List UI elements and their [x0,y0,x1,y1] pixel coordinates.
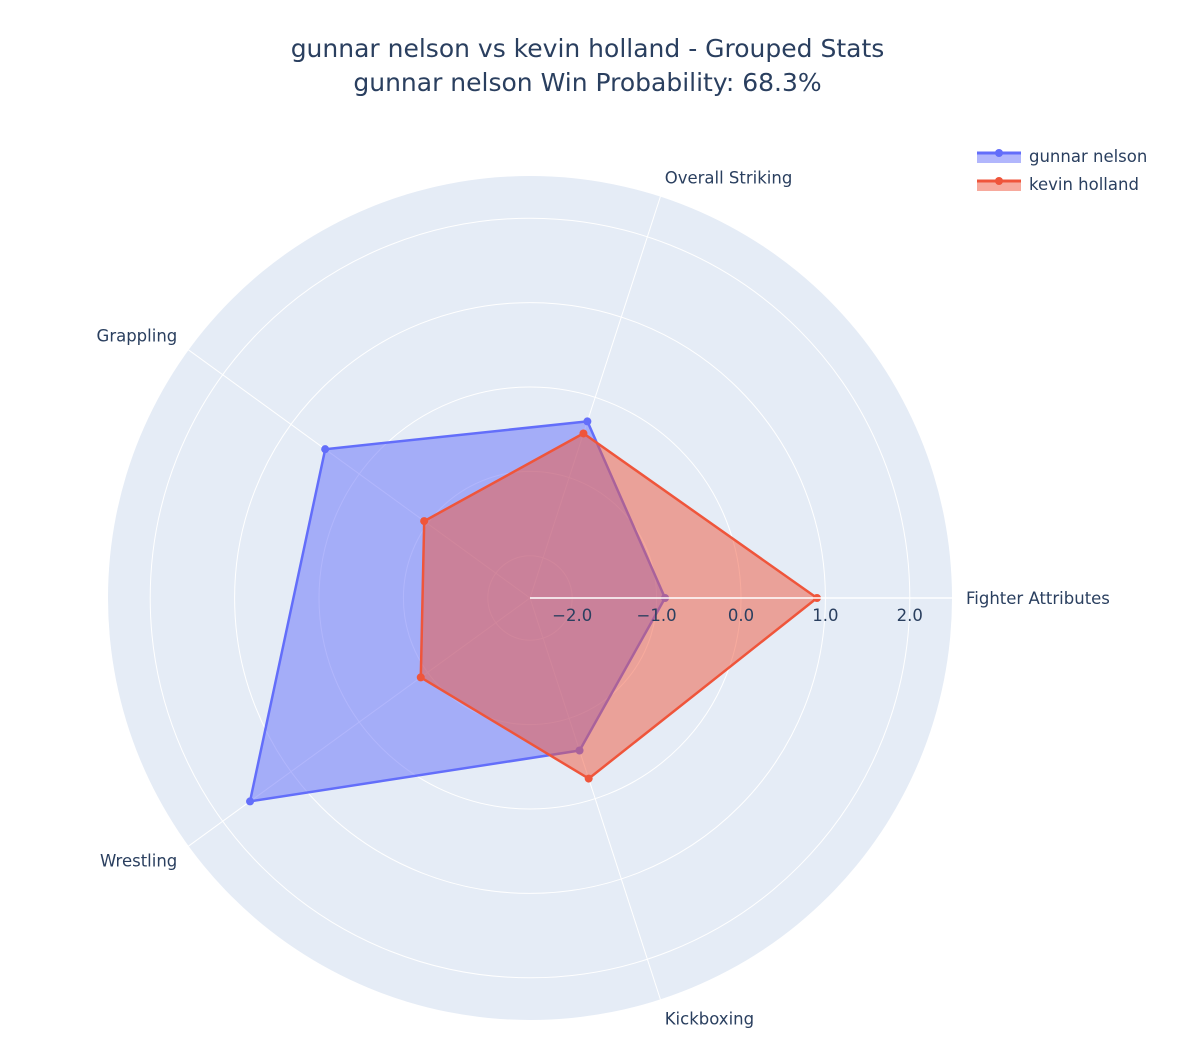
legend-label-gunnar-nelson: gunnar nelson [1029,146,1148,166]
data-point-1-3 [416,673,425,682]
radial-tick-label-2: 0.0 [728,606,754,625]
category-label-0: Fighter Attributes [966,589,1110,608]
category-label-1: Overall Striking [665,168,793,187]
legend-item-kevin-holland[interactable]: kevin holland [975,170,1147,198]
data-point-1-2 [420,517,429,526]
category-label-2: Grappling [97,327,178,346]
radial-tick-label-4: 2.0 [897,606,923,625]
radial-tick-label-0: −2.0 [552,606,592,625]
radial-tick-label-3: 1.0 [812,606,838,625]
radial-tick-label-1: −1.0 [637,606,677,625]
legend-swatch-kevin-holland [977,177,1021,191]
category-label-3: Wrestling [100,851,177,870]
category-label-4: Kickboxing [665,1010,754,1029]
legend-swatch-gunnar-nelson [977,149,1021,163]
data-point-0-1 [583,417,592,426]
chart-title-line2: gunnar nelson Win Probability: 68.3% [353,68,822,97]
legend-item-gunnar-nelson[interactable]: gunnar nelson [975,142,1147,170]
data-point-0-3 [246,797,255,806]
legend-label-kevin-holland: kevin holland [1029,174,1139,194]
chart-title-line1: gunnar nelson vs kevin holland - Grouped… [290,34,885,63]
data-point-1-1 [579,429,588,438]
data-point-1-4 [584,774,593,783]
series-area-1 [419,432,819,780]
legend: gunnar nelson kevin holland [975,142,1147,198]
data-point-0-2 [321,445,330,454]
chart-title: gunnar nelson vs kevin holland - Grouped… [0,32,1175,100]
